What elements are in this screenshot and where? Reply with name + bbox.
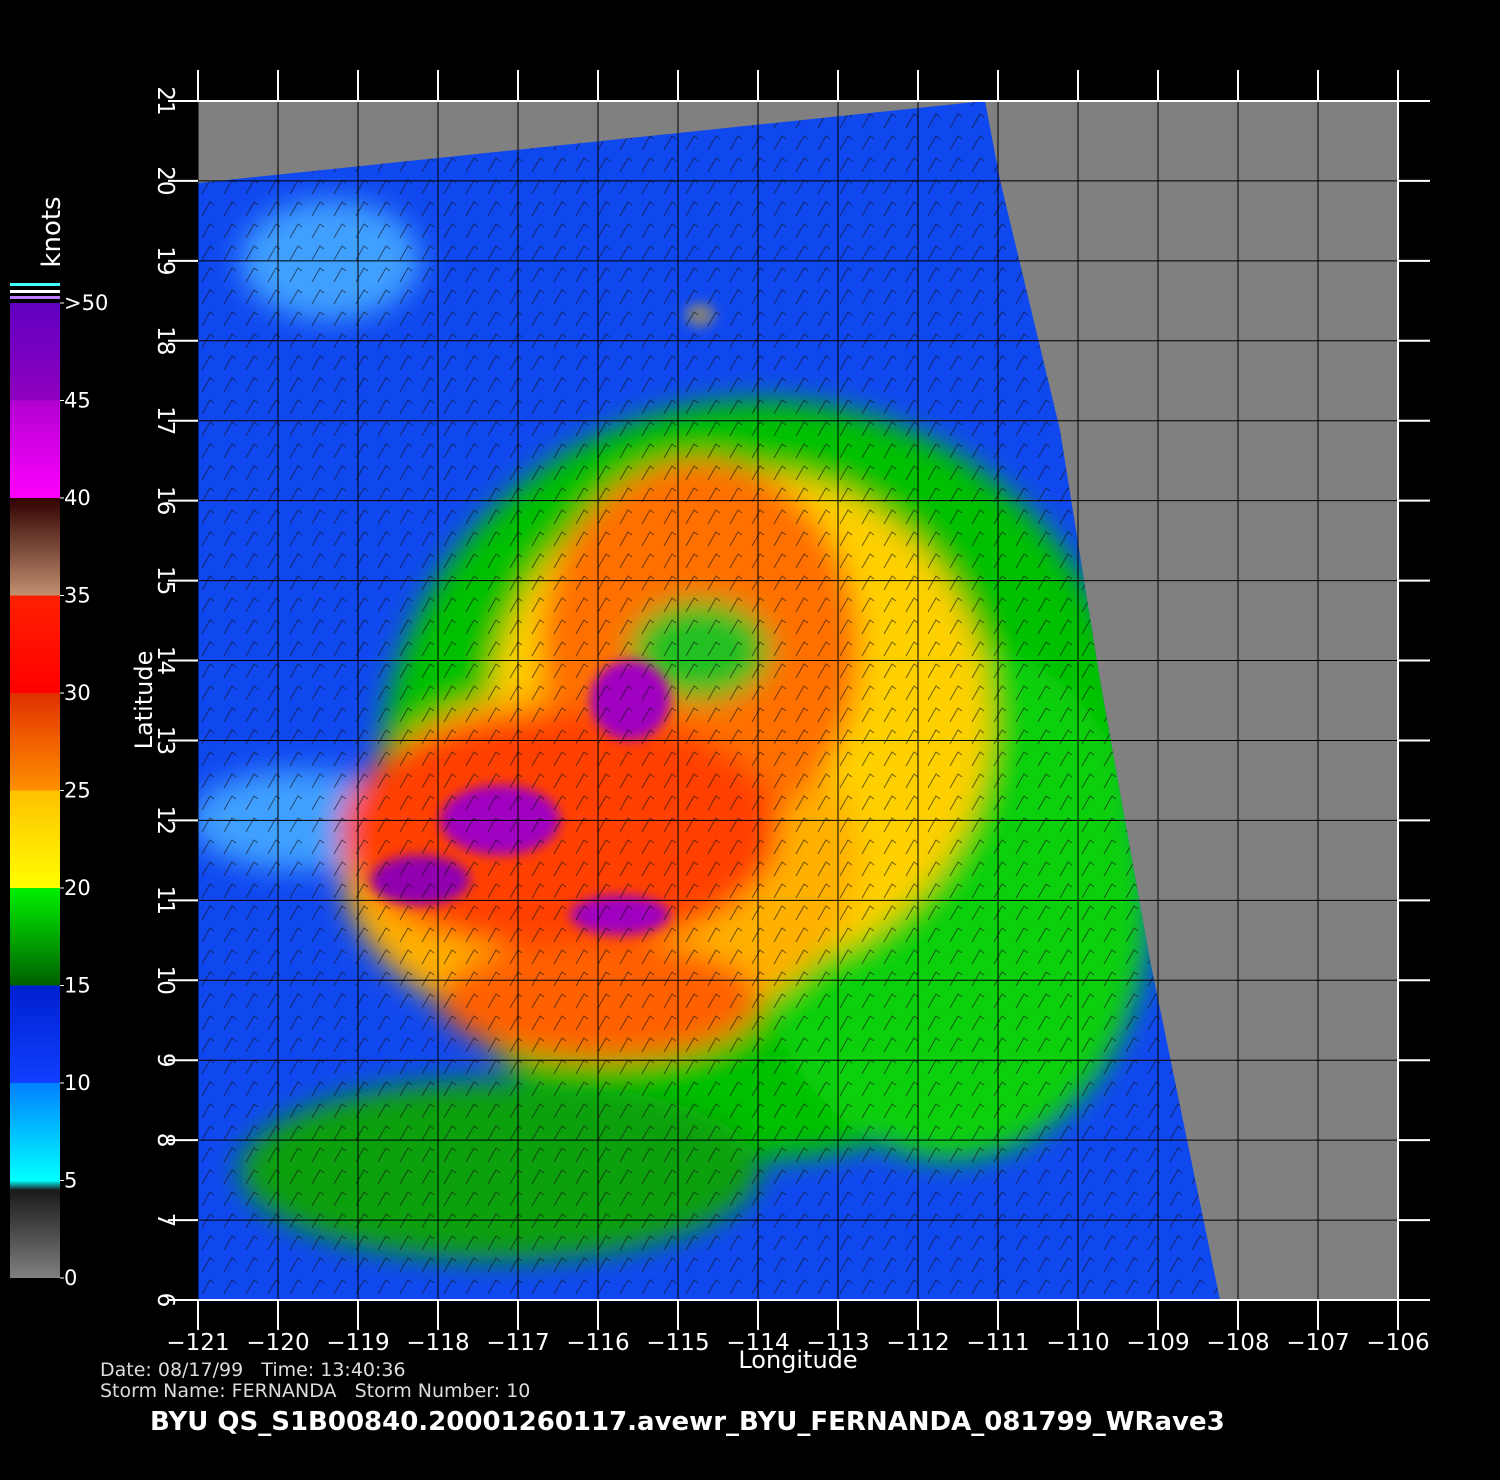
y-tick-label: 11 (152, 886, 178, 915)
colorbar-tick-label: 45 (64, 389, 91, 413)
colorbar-tick-label: 35 (64, 584, 91, 608)
y-tick-label: 16 (152, 486, 178, 515)
colorbar-tick-label: 25 (64, 779, 91, 803)
y-tick-label: 9 (152, 1053, 178, 1068)
colorbar-tick-label: 10 (64, 1071, 91, 1095)
colorbar-cap (10, 290, 60, 293)
colorbar-tick-label: 20 (64, 876, 91, 900)
y-tick-label: 6 (152, 1293, 178, 1308)
x-tick-label: −117 (486, 1330, 549, 1356)
colorbar-cap (10, 296, 60, 299)
y-tick-label: 14 (152, 646, 178, 675)
y-tick-label: 12 (152, 806, 178, 835)
colorbar (10, 303, 60, 1278)
x-tick-label: −108 (1206, 1330, 1269, 1356)
y-tick-label: 18 (152, 326, 178, 355)
colorbar-label: knots (37, 196, 67, 267)
y-tick-label: 15 (152, 566, 178, 595)
x-tick-label: −109 (1126, 1330, 1189, 1356)
colorbar-cap (10, 283, 60, 286)
file-name: BYU QS_S1B00840.20001260117.avewr_BYU_FE… (150, 1407, 1225, 1437)
info-line: Storm Name: FERNANDA Storm Number: 10 (100, 1380, 530, 1402)
x-tick-label: −112 (886, 1330, 949, 1356)
x-tick-label: −113 (806, 1330, 869, 1356)
x-tick-label: −120 (246, 1330, 309, 1356)
y-tick-label: 21 (152, 86, 178, 115)
y-tick-label: 7 (152, 1213, 178, 1228)
x-tick-label: −121 (166, 1330, 229, 1356)
x-tick-label: −107 (1286, 1330, 1349, 1356)
colorbar-tick-label: 40 (64, 486, 91, 510)
colorbar-tick-label: 0 (64, 1266, 77, 1290)
y-tick-label: 8 (152, 1133, 178, 1148)
x-tick-label: −111 (966, 1330, 1029, 1356)
x-tick-label: −116 (566, 1330, 629, 1356)
info-line: Date: 08/17/99 Time: 13:40:36 (100, 1359, 406, 1381)
colorbar-tick-label: >50 (64, 291, 108, 315)
x-tick-label: −114 (726, 1330, 789, 1356)
x-axis-label: Longitude (738, 1346, 857, 1374)
x-tick-label: −106 (1366, 1330, 1429, 1356)
x-tick-label: −118 (406, 1330, 469, 1356)
x-tick-label: −110 (1046, 1330, 1109, 1356)
colorbar-tick-label: 15 (64, 974, 91, 998)
colorbar-tick-label: 5 (64, 1169, 77, 1193)
x-tick-label: −119 (326, 1330, 389, 1356)
y-tick-label: 20 (152, 166, 178, 195)
x-tick-label: −115 (646, 1330, 709, 1356)
axes: −121 −120 −119 −118 −117 −116 −115 −114 −113 −112… (152, 70, 1430, 1356)
y-tick-label: 13 (152, 726, 178, 755)
y-tick-label: 10 (152, 966, 178, 995)
y-tick-label: 17 (152, 406, 178, 435)
y-tick-label: 19 (152, 246, 178, 275)
colorbar-tick-label: 30 (64, 681, 91, 705)
wind-imagery (198, 101, 1398, 1300)
y-axis-label: Latitude (130, 651, 158, 750)
